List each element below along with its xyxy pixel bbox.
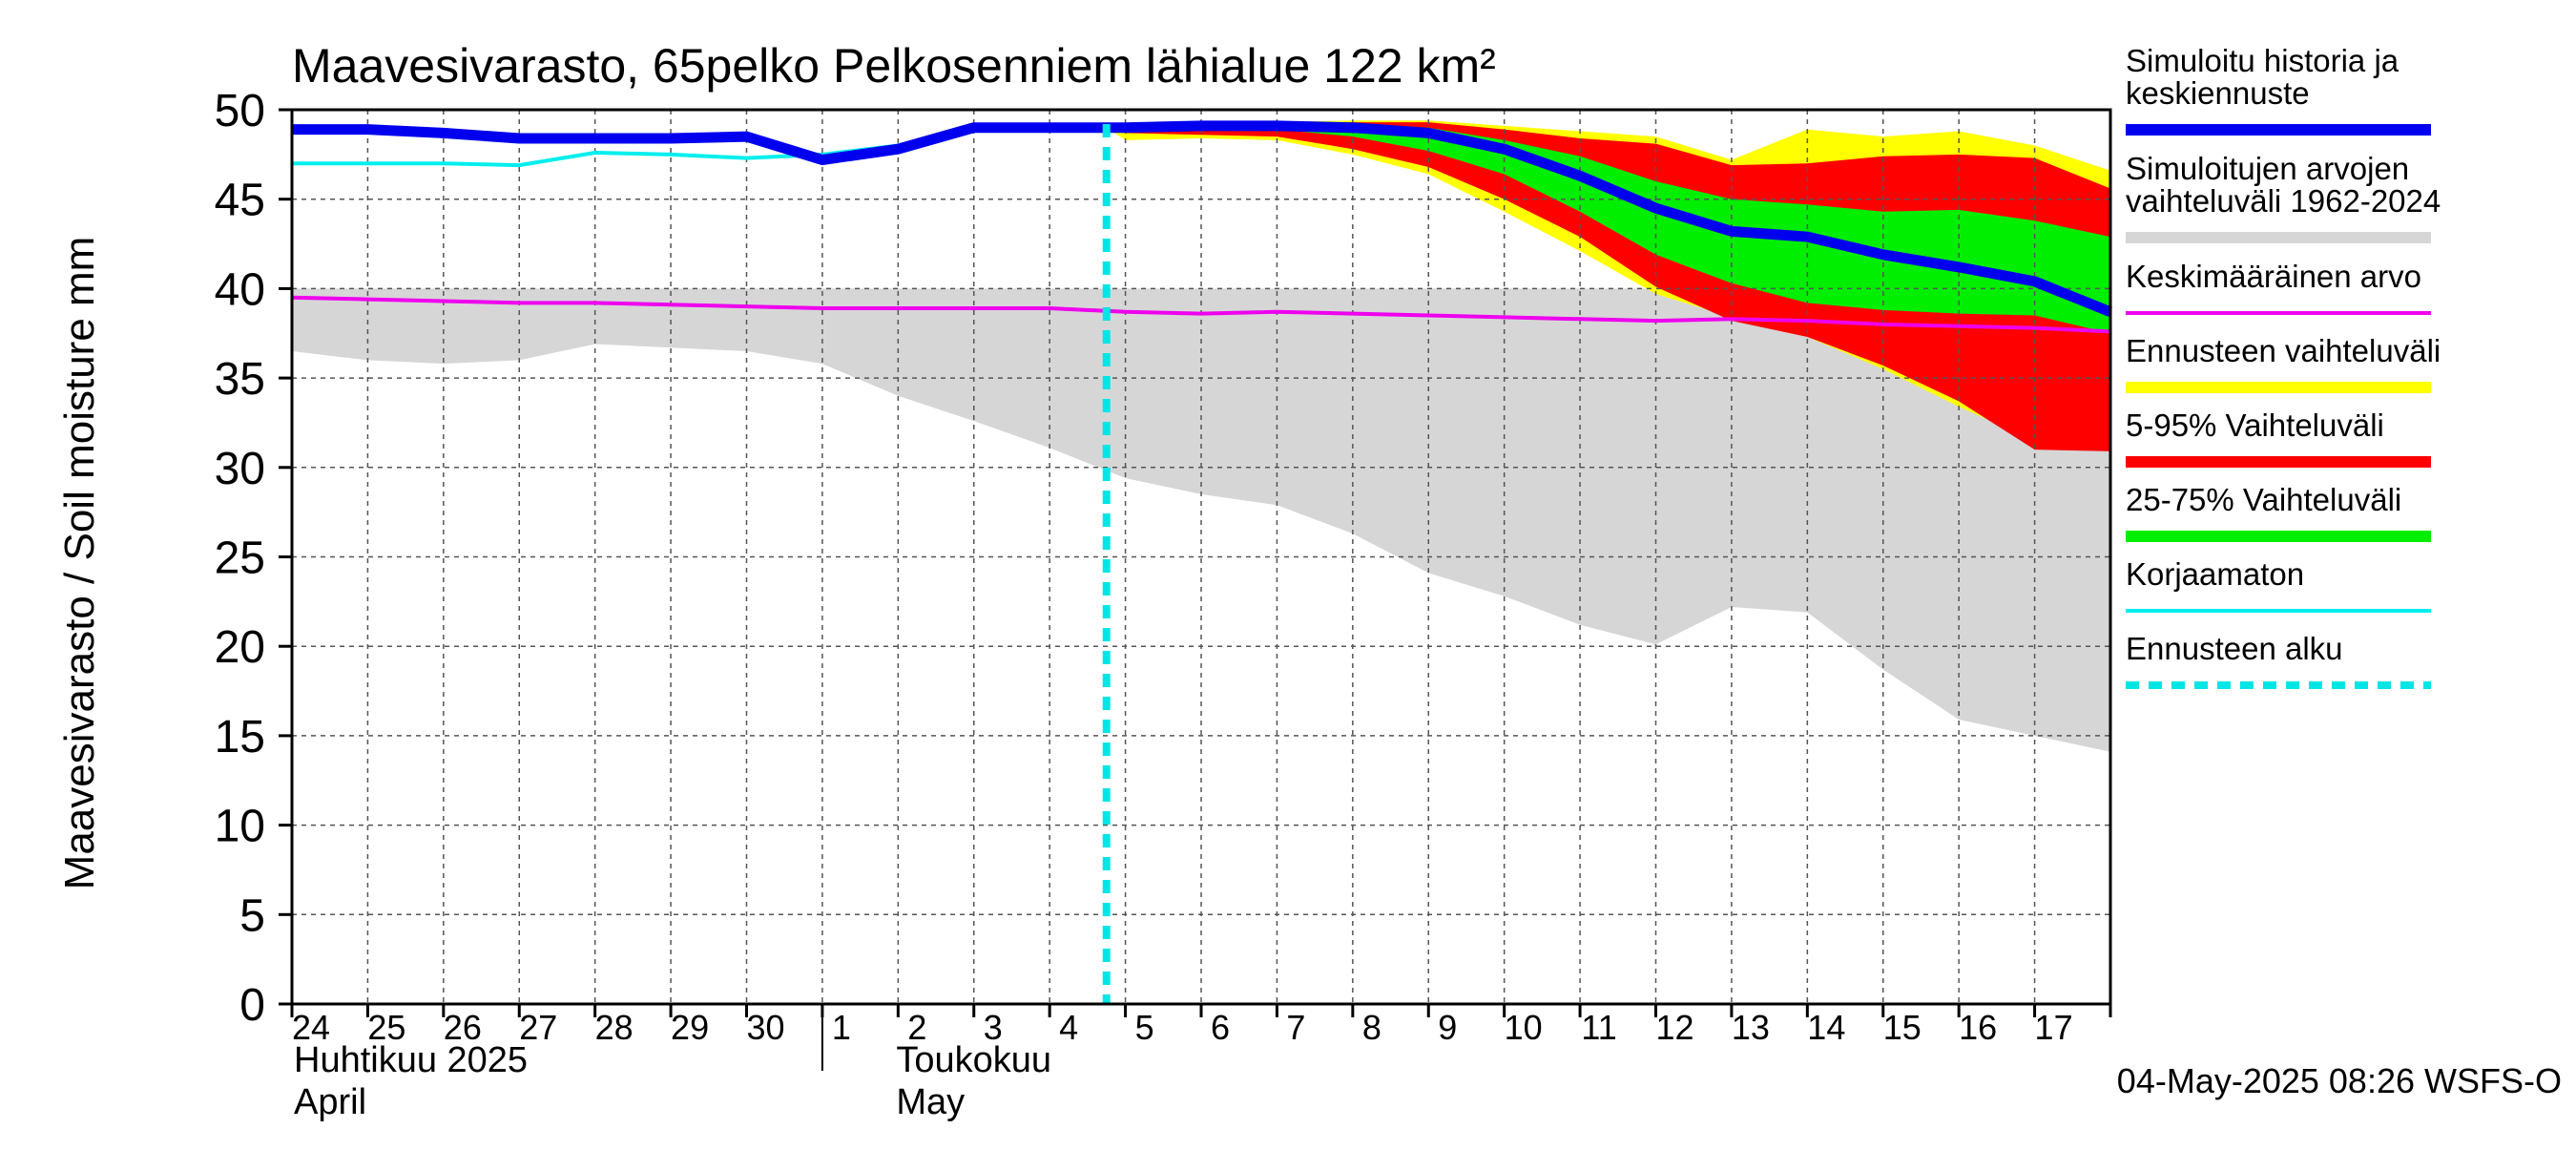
chart-title: Maavesivarasto, 65pelko Pelkosenniem läh… [292, 39, 1496, 93]
p5-95-band [1106, 122, 2110, 451]
legend-label: Ennusteen vaihteluväli [2126, 333, 2441, 368]
month-label-fi: Huhtikuu 2025 [294, 1040, 528, 1080]
legend-label: Korjaamaton [2126, 556, 2304, 592]
x-tick-label: 25 [367, 1008, 405, 1047]
y-tick-label: 5 [239, 890, 265, 941]
series-lines [291, 120, 2113, 1004]
y-tick-label: 10 [215, 802, 265, 852]
x-tick-label: 10 [1505, 1008, 1543, 1047]
x-tick-label: 1 [832, 1008, 851, 1047]
legend-label: Simuloitu historia ja [2126, 43, 2399, 78]
x-tick-label: 14 [1807, 1008, 1845, 1047]
y-tick-label: 45 [215, 176, 265, 226]
x-tick-label: 26 [444, 1008, 482, 1047]
grid [292, 110, 2110, 1004]
x-tick-label: 9 [1438, 1008, 1457, 1047]
x-tick-label: 2 [907, 1008, 926, 1047]
footer-timestamp: 04-May-2025 08:26 WSFS-O [2117, 1061, 2562, 1100]
x-tick-label: 13 [1732, 1008, 1770, 1047]
x-tick-label: 24 [292, 1008, 330, 1047]
x-tick-label: 8 [1362, 1008, 1381, 1047]
legend-label: Simuloitujen arvojen [2126, 151, 2409, 186]
mean-line [291, 295, 2111, 334]
x-tick-label: 12 [1655, 1008, 1693, 1047]
y-tick-label: 50 [215, 86, 265, 136]
y-tick-label: 30 [215, 444, 265, 494]
legend-label: 25-75% Vaihteluväli [2126, 482, 2401, 517]
legend-label: vaihteluväli 1962-2024 [2126, 183, 2441, 219]
legend-label: keskiennuste [2126, 75, 2310, 111]
legend-label: Keskimääräinen arvo [2126, 259, 2421, 294]
y-tick-label: 35 [215, 354, 265, 405]
month-label-en: May [896, 1082, 965, 1122]
y-axis-label: Maavesivarasto / Soil moisture mm [56, 237, 103, 890]
x-tick-label: 15 [1883, 1008, 1922, 1047]
x-tick-label: 6 [1211, 1008, 1230, 1047]
y-tick-label: 25 [215, 533, 265, 584]
x-tick-label: 11 [1581, 1008, 1616, 1047]
month-label-en: April [294, 1082, 366, 1122]
x-tick-label: 7 [1286, 1008, 1305, 1047]
x-tick-label: 5 [1135, 1008, 1154, 1047]
history-forecast-line [292, 120, 2113, 317]
x-tick-label: 29 [671, 1008, 709, 1047]
legend-label: Ennusteen alku [2126, 631, 2343, 666]
p25-75-band [1106, 124, 2110, 334]
month-label-fi: Toukokuu [896, 1040, 1051, 1080]
x-tick-label: 27 [519, 1008, 557, 1047]
y-tick-label: 20 [215, 622, 265, 673]
y-tick-label: 40 [215, 264, 265, 315]
x-tick-label: 30 [746, 1008, 784, 1047]
x-tick-label: 16 [1959, 1008, 1997, 1047]
x-tick-label: 3 [984, 1008, 1003, 1047]
x-tick-label: 4 [1059, 1008, 1078, 1047]
x-tick-label: 17 [2035, 1008, 2073, 1047]
y-tick-label: 15 [215, 712, 265, 763]
legend-label: 5-95% Vaihteluväli [2126, 408, 2384, 443]
y-tick-label: 0 [239, 980, 265, 1031]
x-tick-label: 28 [595, 1008, 634, 1047]
